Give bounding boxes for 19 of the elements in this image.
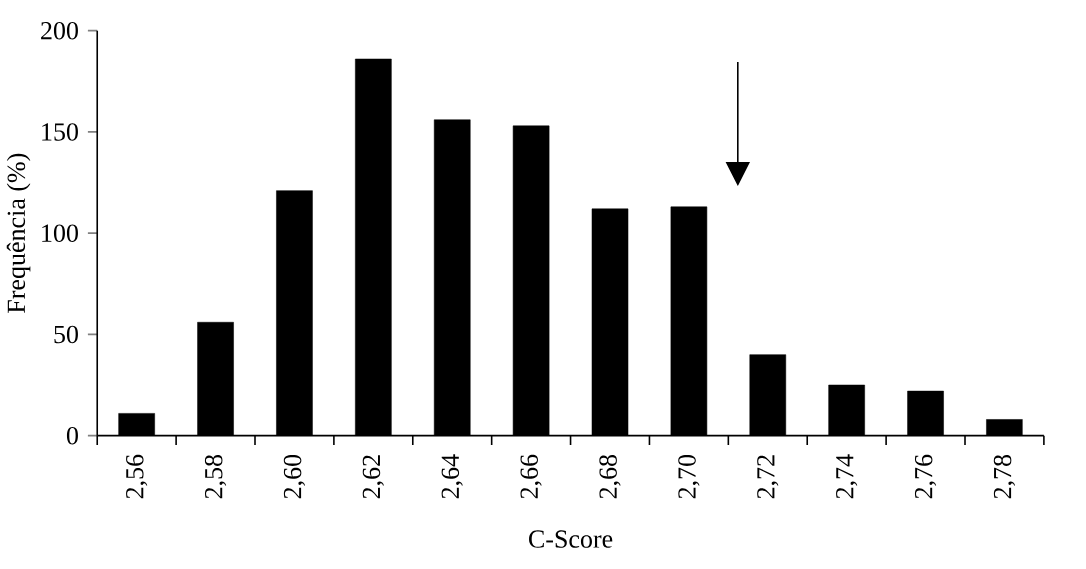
x-tick-label: 2,58 (204, 454, 227, 499)
x-tick-label: 2,56 (126, 454, 148, 499)
x-tick-label: 2,64 (441, 454, 463, 499)
y-axis-title: Frequência (%) (6, 153, 31, 313)
x-tick-label: 2,62 (362, 455, 384, 499)
x-tick-label: 2,72 (757, 455, 779, 499)
x-tick-label: 2,68 (599, 454, 621, 499)
y-tick-label: 200 (41, 21, 78, 40)
x-tick-label: 2,78 (993, 454, 1016, 499)
y-tick-label: 0 (66, 426, 78, 445)
x-tick-label: 2,70 (678, 454, 700, 499)
x-tick-label: 2,60 (283, 454, 306, 499)
y-tick-label: 150 (42, 123, 78, 141)
y-tick-label: 100 (42, 224, 78, 242)
x-tick-label: 2,66 (520, 454, 542, 499)
x-axis-title: C-Score (529, 530, 613, 548)
x-tick-label: 2,76 (914, 454, 937, 499)
x-tick-label: 2,74 (836, 454, 858, 499)
y-tick-label: 50 (54, 325, 78, 344)
